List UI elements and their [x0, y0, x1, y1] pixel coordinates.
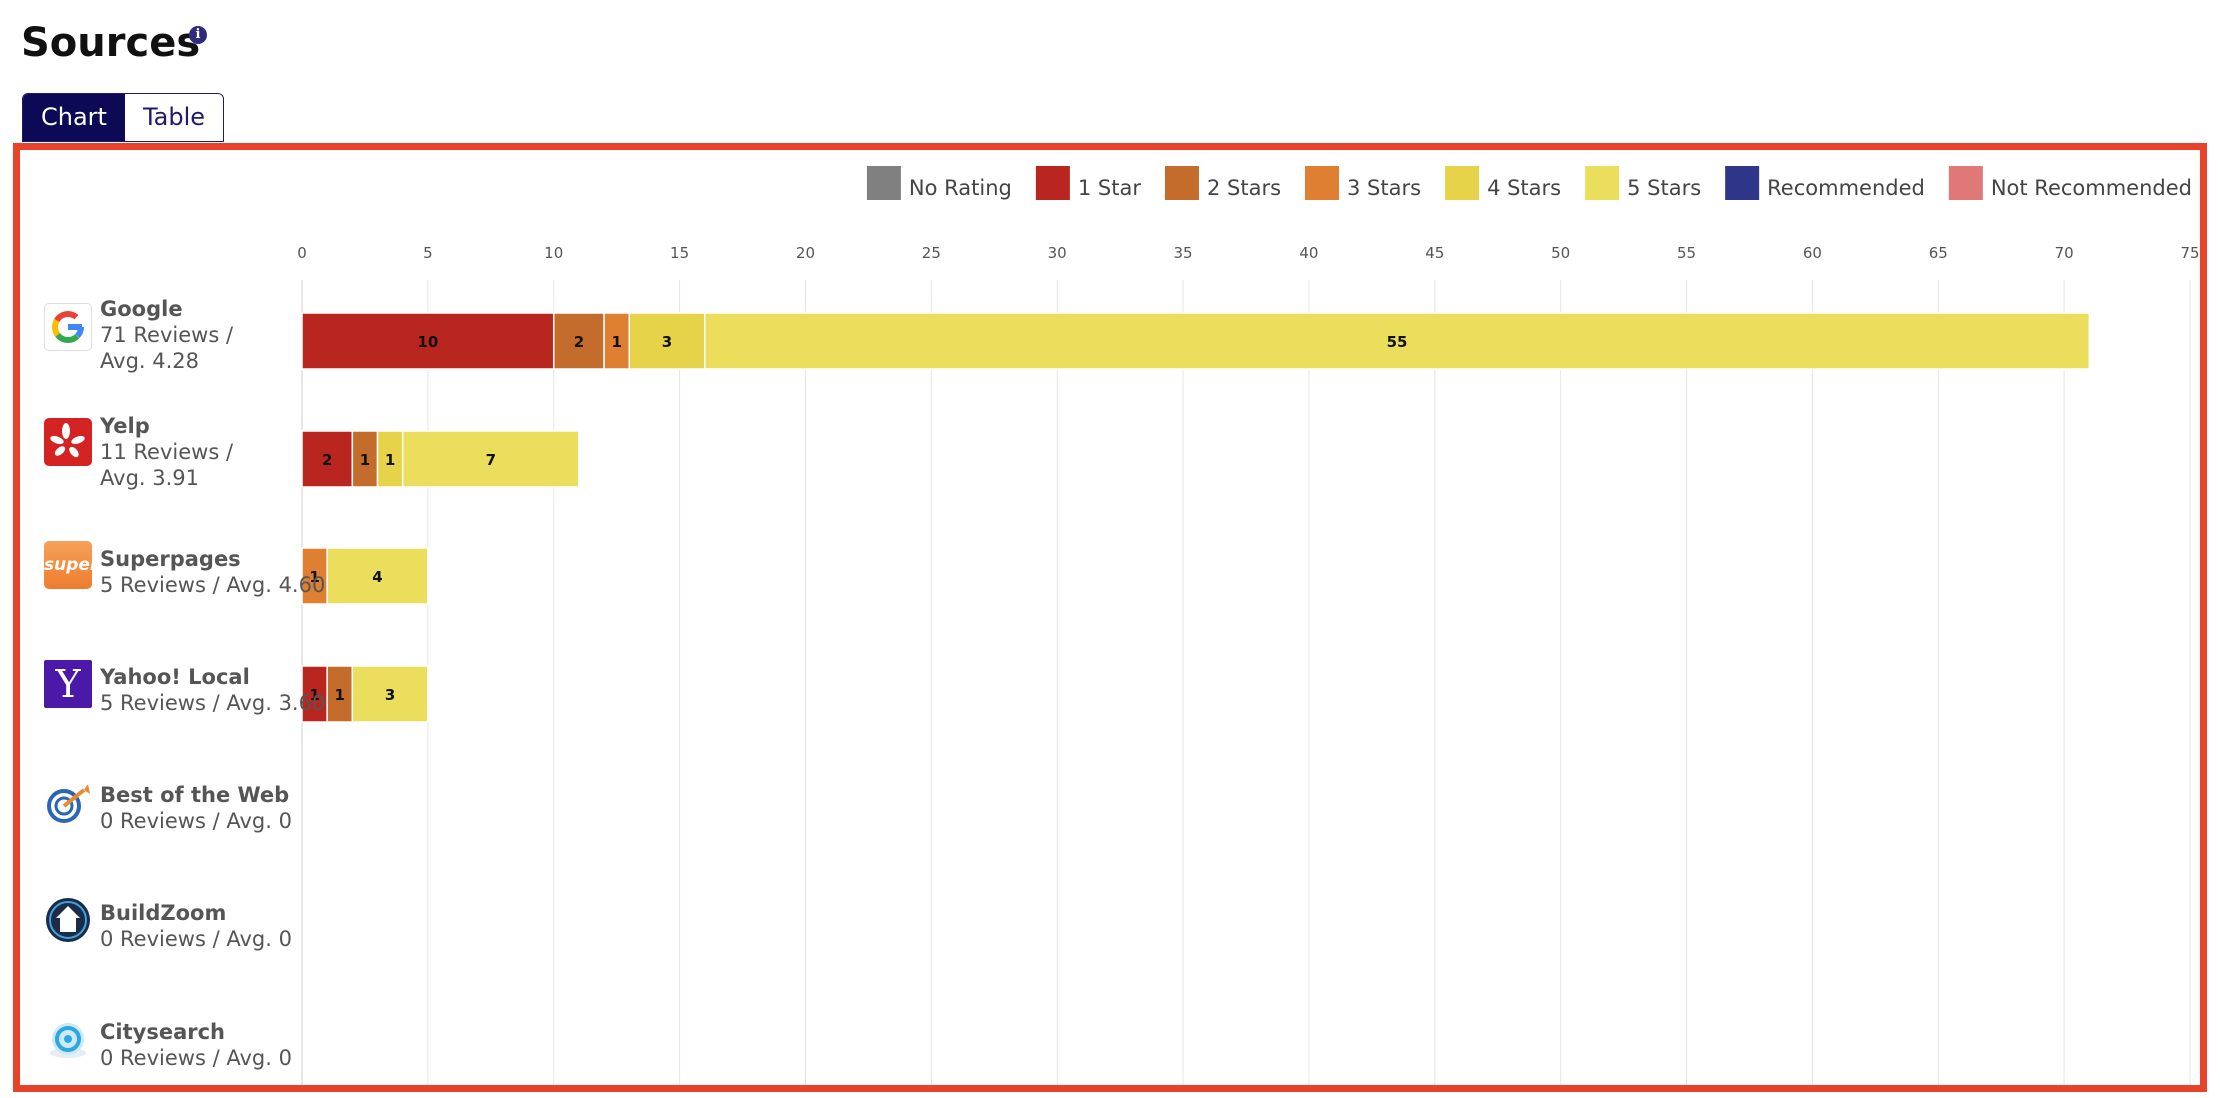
x-tick-label-75: 75 [2180, 244, 2199, 262]
bar-superpages-5-stars [326, 547, 429, 605]
source-stats-yelp-line2: Avg. 3.91 [100, 466, 200, 490]
x-tick-label-45: 45 [1425, 244, 1444, 262]
legend-swatch-3-stars [1305, 166, 1340, 200]
x-tick-label-25: 25 [922, 244, 941, 262]
yelp-logo-icon [44, 418, 92, 466]
x-tick-label-5: 5 [423, 244, 433, 262]
legend-label-no-rating: No Rating [909, 176, 1012, 200]
data-label-yelp-2-stars: 1 [360, 451, 370, 469]
source-name-yelp: Yelp [100, 414, 150, 438]
google-logo-icon [44, 303, 92, 351]
source-name-buildzoom: BuildZoom [100, 901, 227, 925]
bar-google-3-stars [603, 312, 631, 370]
source-stats-best-of-the-web: 0 Reviews / Avg. 0 [100, 809, 292, 833]
legend-swatch-4-stars [1445, 166, 1480, 200]
source-stats-yelp-line1: 11 Reviews / [100, 440, 234, 464]
bar-yelp-2-stars [351, 430, 379, 488]
source-name-best-of-the-web: Best of the Web [100, 783, 290, 807]
source-stats-google-line1: 71 Reviews / [100, 323, 234, 347]
legend-label-2-stars: 2 Stars [1207, 176, 1281, 200]
buildzoom-logo-icon [44, 896, 92, 944]
legend-swatch-1-star [1035, 166, 1070, 200]
bar-yahoo-local-2-stars [326, 665, 354, 723]
data-label-superpages-3-stars: 1 [309, 568, 319, 586]
data-label-google-3-stars: 1 [611, 333, 621, 351]
legend-swatch-2-stars [1164, 166, 1199, 200]
data-label-yelp-1-star: 2 [322, 451, 332, 469]
x-tick-label-20: 20 [796, 244, 815, 262]
bar-yelp-5-stars [401, 430, 580, 488]
page-title: Sources [21, 20, 201, 66]
x-tick-label-65: 65 [1929, 244, 1948, 262]
x-tick-label-35: 35 [1174, 244, 1193, 262]
legend-swatch-not-recommended [1948, 166, 1983, 200]
bar-yelp-4-stars [376, 430, 404, 488]
x-tick-label-55: 55 [1677, 244, 1696, 262]
x-tick-label-50: 50 [1551, 244, 1570, 262]
tab-chart[interactable]: Chart [23, 94, 125, 141]
data-label-google-4-stars: 3 [662, 333, 672, 351]
data-label-google-5-stars: 55 [1387, 333, 1408, 351]
source-name-yahoo-local: Yahoo! Local [100, 665, 250, 689]
bar-yahoo-local-1-star [301, 665, 328, 723]
data-label-google-1-star: 10 [417, 333, 438, 351]
data-label-yahoo-local-5-stars: 3 [385, 686, 395, 704]
chart-panel: 0 5 10 15 20 25 30 35 40 45 50 55 60 65 70 75 No Rating 1… [13, 143, 2207, 1092]
source-name-google: Google [100, 297, 183, 321]
info-icon[interactable]: i [189, 26, 207, 44]
x-tick-label-60: 60 [1803, 244, 1822, 262]
yahoo-logo-text: Y [55, 662, 81, 706]
legend-label-4-stars: 4 Stars [1487, 176, 1561, 200]
view-tabs: Chart Table [22, 93, 225, 142]
source-stats-citysearch: 0 Reviews / Avg. 0 [100, 1046, 292, 1070]
source-stats-google-line2: Avg. 4.28 [100, 349, 200, 373]
data-label-yahoo-local-1-star: 1 [309, 686, 319, 704]
source-stats-buildzoom: 0 Reviews / Avg. 0 [100, 927, 292, 951]
citysearch-logo-icon [44, 1015, 92, 1063]
legend-swatch-recommended [1725, 166, 1760, 200]
legend-label-3-stars: 3 Stars [1347, 176, 1421, 200]
data-label-superpages-5-stars: 4 [372, 568, 382, 586]
superpages-logo-icon: super [44, 541, 92, 589]
yahoo-logo-icon: Y [44, 660, 92, 708]
bar-yelp-1-star [301, 430, 354, 488]
x-tick-label-10: 10 [544, 244, 563, 262]
bar-google-2-stars [552, 312, 605, 370]
legend-label-1-star: 1 Star [1078, 176, 1141, 200]
data-label-yelp-5-stars: 7 [486, 451, 496, 469]
data-label-yahoo-local-2-stars: 1 [335, 686, 345, 704]
x-tick-label-15: 15 [670, 244, 689, 262]
legend-label-recommended: Recommended [1767, 176, 1925, 200]
bar-yahoo-local-5-stars [351, 665, 429, 723]
legend-label-not-recommended: Not Recommended [1991, 176, 2192, 200]
source-name-superpages: Superpages [100, 547, 241, 571]
source-stats-yahoo-local: 5 Reviews / Avg. 3.60 [100, 691, 326, 715]
x-tick-label-70: 70 [2055, 244, 2074, 262]
best-of-the-web-logo-icon [44, 778, 92, 826]
legend-label-5-stars: 5 Stars [1627, 176, 1701, 200]
x-tick-label-40: 40 [1299, 244, 1318, 262]
data-label-yelp-4-stars: 1 [385, 451, 395, 469]
bar-google-1-star [301, 312, 555, 370]
data-label-google-2-stars: 2 [574, 333, 584, 351]
tab-table[interactable]: Table [124, 94, 224, 141]
x-tick-label-0: 0 [297, 244, 307, 262]
superpages-logo-text: super [44, 555, 92, 575]
source-stats-superpages: 5 Reviews / Avg. 4.60 [100, 573, 326, 597]
source-name-citysearch: Citysearch [100, 1020, 226, 1044]
bar-google-5-stars [704, 312, 2091, 370]
legend-swatch-5-stars [1585, 166, 1620, 200]
legend-swatch-no-rating [866, 166, 901, 200]
x-tick-label-30: 30 [1048, 244, 1067, 262]
bar-superpages-3-stars [301, 547, 328, 605]
sources-chart: 0 5 10 15 20 25 30 35 40 45 50 55 60 65 70 75 No Rating 1… [297, 166, 2200, 1085]
